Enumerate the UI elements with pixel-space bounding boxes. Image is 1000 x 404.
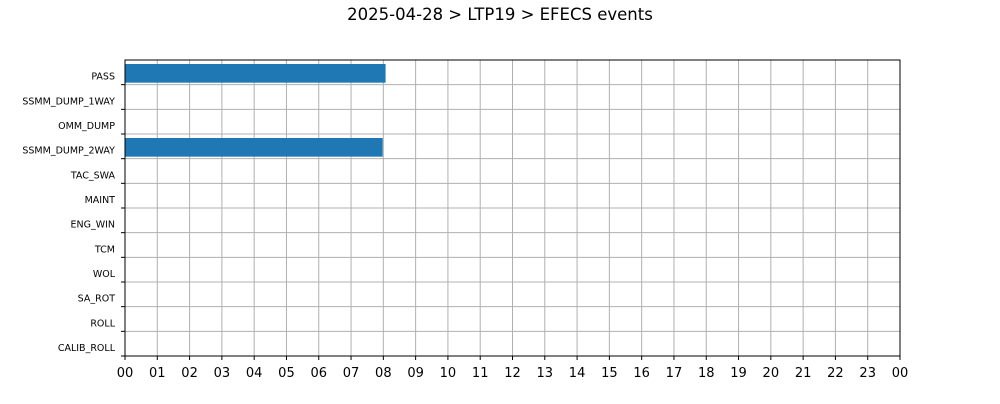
x-tick-label: 07 bbox=[343, 366, 360, 381]
x-tick-label: 19 bbox=[730, 366, 747, 381]
x-tick-label: 01 bbox=[149, 366, 166, 381]
x-tick-label: 18 bbox=[698, 366, 715, 381]
x-tick-label: 17 bbox=[666, 366, 683, 381]
x-tick-label: 20 bbox=[763, 366, 780, 381]
x-tick-label: 21 bbox=[795, 366, 812, 381]
y-tick-label: TAC_SWA bbox=[70, 170, 116, 181]
x-tick-label: 16 bbox=[633, 366, 650, 381]
x-tick-label: 08 bbox=[375, 366, 392, 381]
x-tick-label: 13 bbox=[537, 366, 554, 381]
y-tick-label: SA_ROT bbox=[78, 294, 116, 305]
x-tick-label: 22 bbox=[827, 366, 844, 381]
y-tick-label: OMM_DUMP bbox=[58, 121, 115, 132]
x-tick-label: 00 bbox=[117, 366, 134, 381]
chart-title: 2025-04-28 > LTP19 > EFECS events bbox=[347, 5, 653, 24]
x-tick-label: 14 bbox=[569, 366, 586, 381]
y-tick-label: ROLL bbox=[90, 318, 115, 329]
x-tick-label: 12 bbox=[504, 366, 521, 381]
y-tick-label: PASS bbox=[91, 72, 115, 83]
y-tick-label: SSMM_DUMP_2WAY bbox=[22, 146, 115, 157]
y-tick-label: MAINT bbox=[85, 195, 116, 206]
x-tick-label: 10 bbox=[440, 366, 457, 381]
x-tick-label: 11 bbox=[472, 366, 489, 381]
x-tick-label: 06 bbox=[310, 366, 327, 381]
x-tick-label: 09 bbox=[407, 366, 424, 381]
y-tick-label: TCM bbox=[94, 244, 115, 255]
event-bar bbox=[125, 64, 386, 83]
x-tick-label: 05 bbox=[278, 366, 295, 381]
x-tick-label: 00 bbox=[892, 366, 909, 381]
event-bar bbox=[125, 138, 383, 157]
y-tick-label: CALIB_ROLL bbox=[58, 343, 116, 354]
y-tick-label: ENG_WIN bbox=[70, 220, 115, 231]
y-tick-label: WOL bbox=[93, 269, 116, 280]
x-tick-label: 15 bbox=[601, 366, 618, 381]
x-tick-label: 04 bbox=[246, 366, 263, 381]
x-tick-label: 02 bbox=[181, 366, 198, 381]
x-tick-label: 03 bbox=[214, 366, 231, 381]
x-tick-label: 23 bbox=[859, 366, 876, 381]
y-tick-label: SSMM_DUMP_1WAY bbox=[22, 96, 115, 107]
